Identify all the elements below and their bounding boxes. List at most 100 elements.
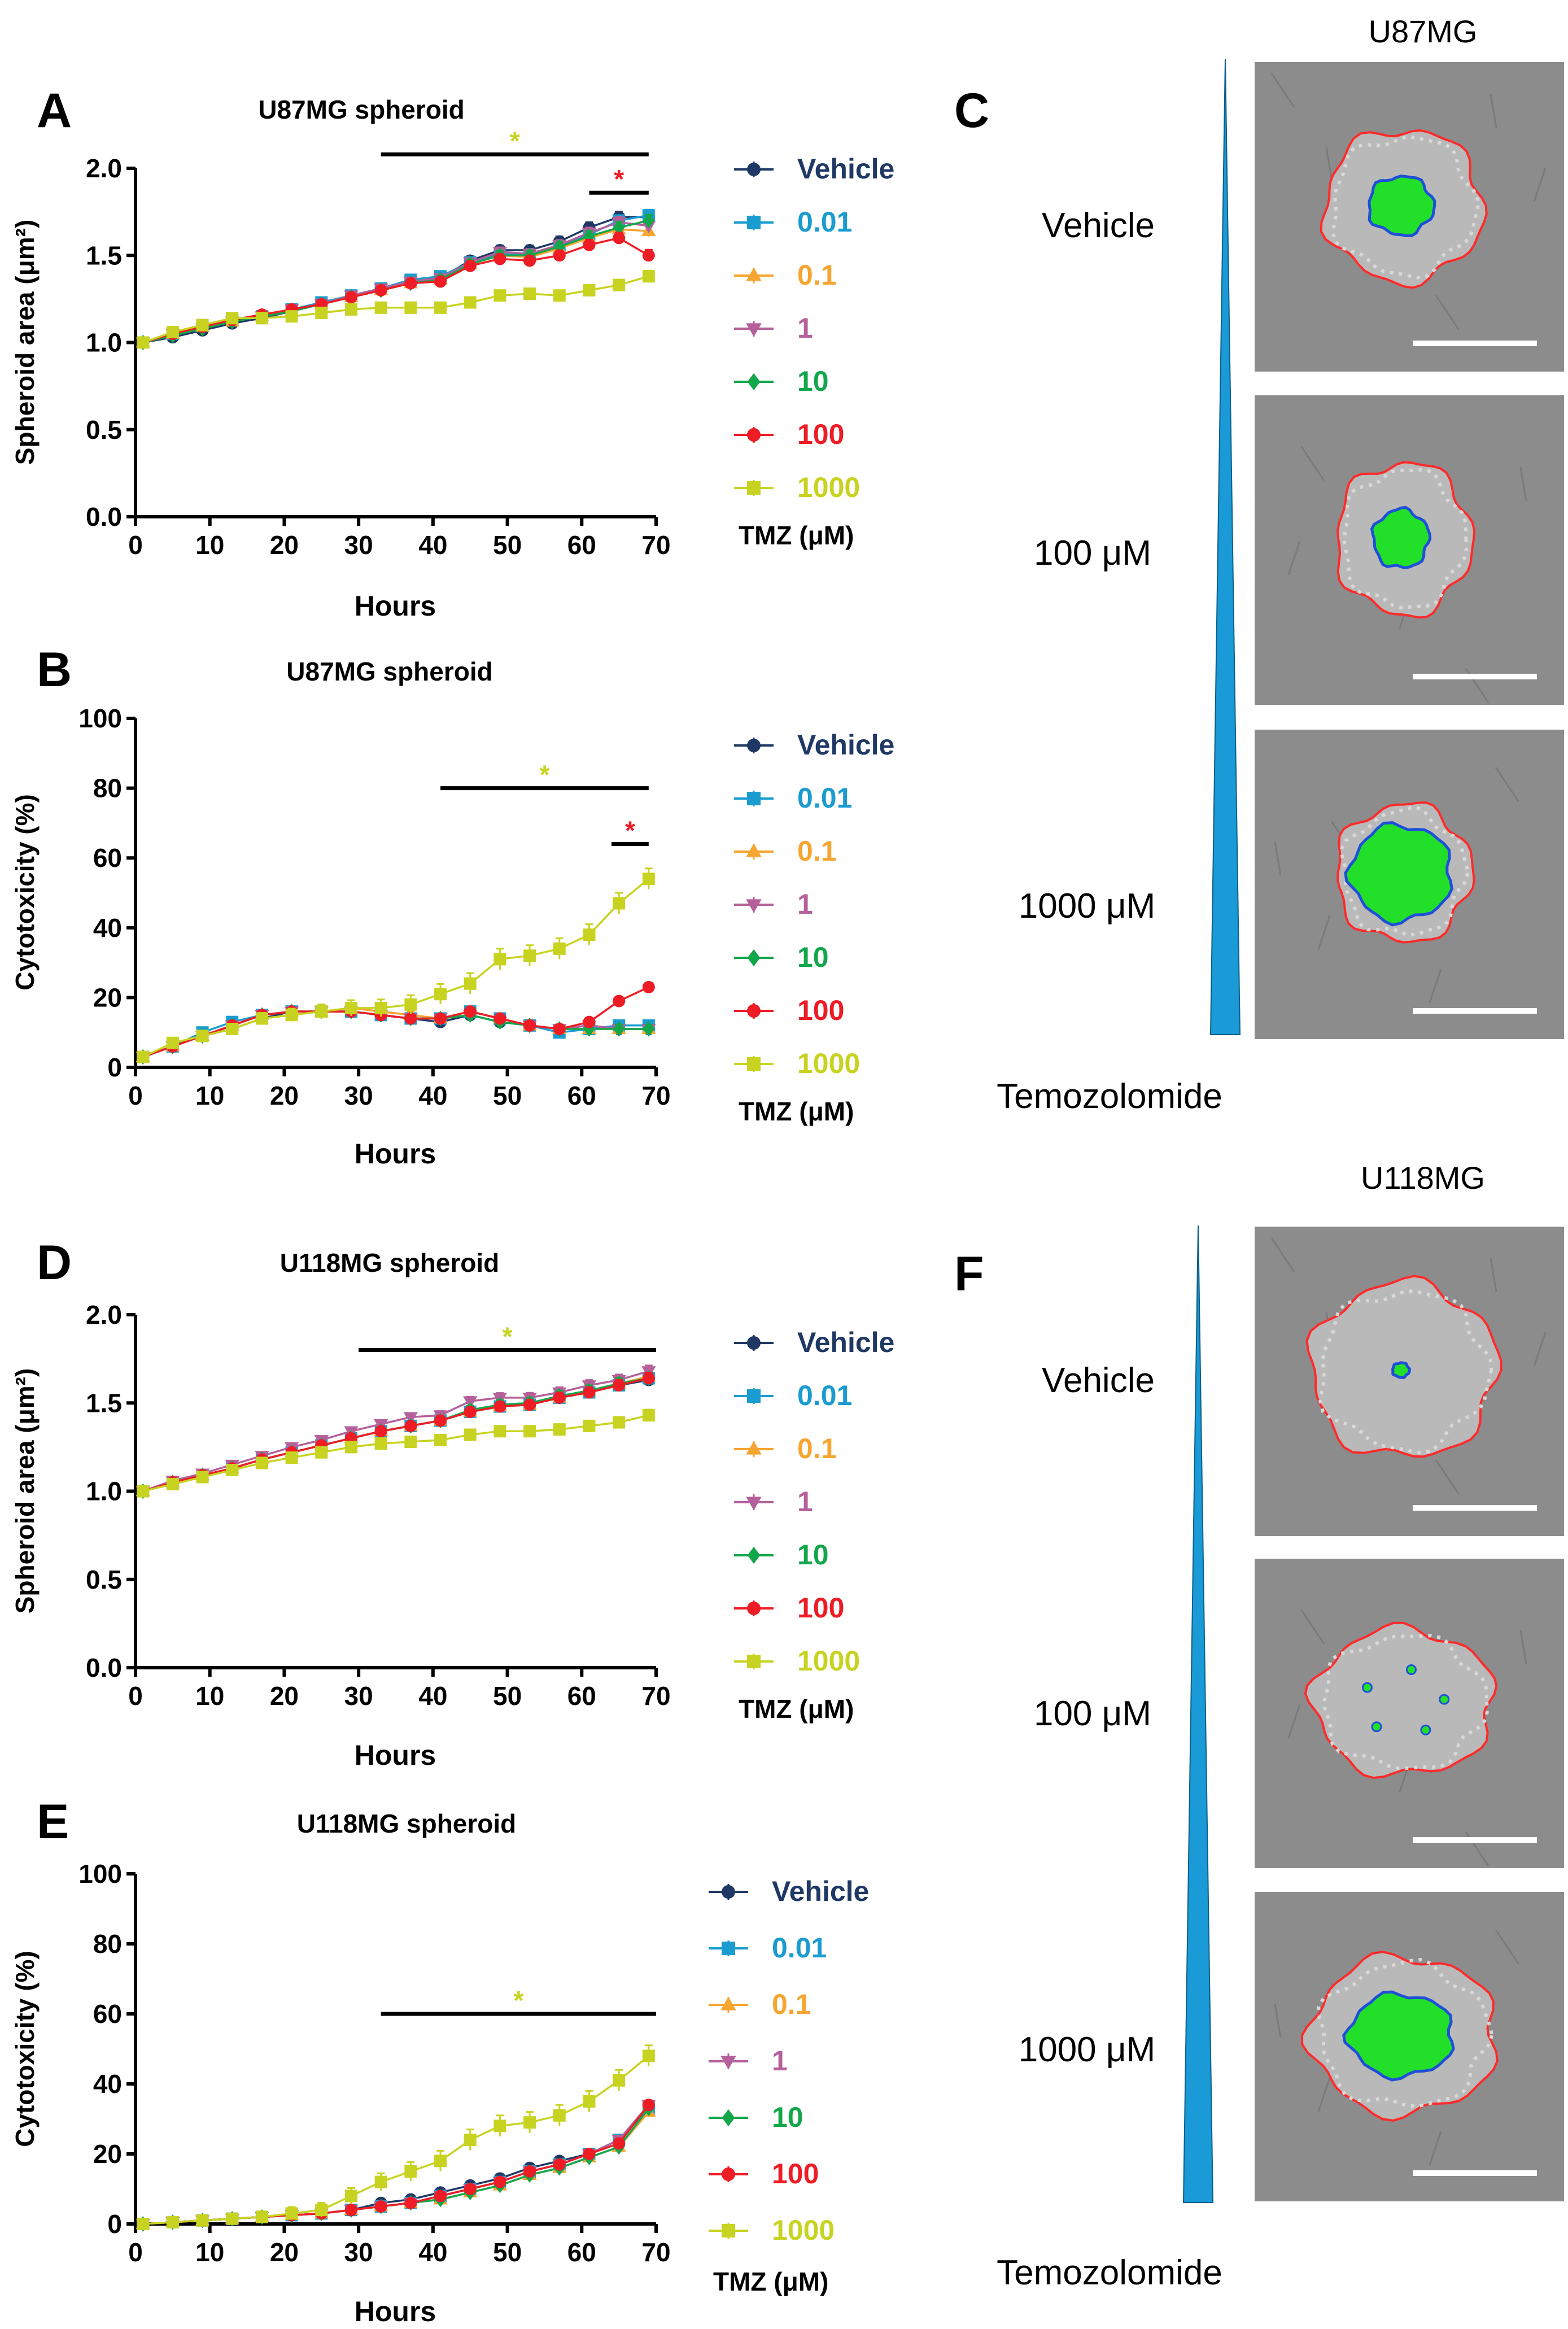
legend-label: Vehicle bbox=[797, 153, 894, 185]
data-point bbox=[404, 301, 417, 314]
legend-marker bbox=[722, 1885, 735, 1899]
data-point bbox=[344, 2190, 357, 2202]
data-point bbox=[404, 1419, 417, 1432]
drug-label: Temozolomide bbox=[997, 2253, 1222, 2292]
series-line bbox=[143, 2104, 650, 2225]
legend-marker bbox=[747, 739, 761, 752]
x-tick-label: 20 bbox=[270, 530, 299, 560]
data-point bbox=[196, 1030, 209, 1043]
legend: Vehicle 0.01 0.1 1 10 100 1000 TMZ (μM) bbox=[734, 1327, 894, 1724]
y-tick-label: 60 bbox=[93, 1999, 122, 2029]
data-point bbox=[434, 1433, 447, 1446]
data-point bbox=[613, 232, 626, 245]
data-point bbox=[374, 284, 387, 296]
significance-star: * bbox=[510, 126, 520, 155]
series-line bbox=[143, 2108, 650, 2225]
data-point bbox=[642, 1409, 655, 1422]
data-point bbox=[523, 949, 536, 962]
legend-marker bbox=[722, 2167, 735, 2181]
data-point bbox=[344, 1441, 357, 1454]
legend-marker bbox=[746, 1497, 762, 1511]
legend-label: 10 bbox=[797, 1539, 829, 1571]
data-point bbox=[285, 2207, 298, 2220]
chart-title: U118MG spheroid bbox=[297, 1809, 517, 1838]
series-1 bbox=[136, 1006, 656, 1065]
y-axis-label: Cytotoxicity (%) bbox=[10, 1951, 40, 2147]
texture-streak bbox=[1270, 1237, 1295, 1272]
data-point bbox=[523, 254, 536, 267]
x-axis-label: Hours bbox=[355, 590, 436, 622]
texture-streak bbox=[1435, 1459, 1460, 1494]
x-tick-label: 0 bbox=[128, 1681, 143, 1711]
y-tick-label: 80 bbox=[93, 774, 122, 803]
series-line bbox=[142, 1379, 649, 1493]
data-point bbox=[404, 1436, 417, 1448]
green-fluorescence-spot bbox=[1420, 1724, 1431, 1735]
y-tick-label: 20 bbox=[93, 2139, 122, 2169]
series-10 bbox=[137, 1370, 655, 1499]
series-100 bbox=[137, 1371, 655, 1498]
data-point bbox=[523, 1019, 536, 1032]
legend-label: 10 bbox=[772, 2101, 803, 2133]
x-tick-label: 20 bbox=[270, 1081, 299, 1110]
legend-marker bbox=[747, 1655, 761, 1668]
panel-letter: B bbox=[37, 643, 72, 697]
data-point bbox=[643, 212, 655, 229]
data-point bbox=[464, 1005, 477, 1018]
data-point bbox=[553, 249, 566, 262]
legend-label: 100 bbox=[797, 995, 844, 1026]
green-fluorescence-region bbox=[1368, 175, 1436, 237]
legend-title: TMZ (μM) bbox=[713, 2267, 828, 2296]
legend: Vehicle 0.01 0.1 1 10 100 1000 TMZ (μM) bbox=[709, 1876, 869, 2296]
data-point bbox=[196, 319, 209, 332]
green-fluorescence-spot bbox=[1405, 1664, 1417, 1676]
data-point bbox=[404, 2165, 417, 2178]
panel-letter: D bbox=[37, 1236, 72, 1290]
legend-label: 0.01 bbox=[797, 1380, 852, 1411]
spheroid-texture bbox=[1317, 1958, 1494, 2108]
y-tick-label: 60 bbox=[93, 843, 122, 873]
data-point bbox=[434, 275, 447, 288]
data-point bbox=[493, 2175, 506, 2188]
data-point bbox=[434, 1012, 447, 1025]
data-point bbox=[523, 287, 536, 300]
legend-label: 0.1 bbox=[772, 1988, 811, 2020]
x-tick-label: 50 bbox=[493, 2238, 522, 2267]
y-tick-label: 100 bbox=[78, 1859, 122, 1889]
legend-label: 100 bbox=[797, 1592, 844, 1624]
data-point bbox=[553, 2158, 566, 2171]
dose-label: 100 μM bbox=[1034, 1694, 1151, 1733]
texture-streak bbox=[1495, 1929, 1519, 1964]
data-point bbox=[642, 1372, 655, 1385]
data-point bbox=[255, 1456, 268, 1469]
data-point bbox=[285, 310, 298, 323]
data-point bbox=[583, 1386, 596, 1399]
data-point bbox=[137, 1485, 150, 1498]
green-fluorescence-region bbox=[1391, 1361, 1411, 1379]
data-point bbox=[642, 249, 655, 262]
green-fluorescence-spot bbox=[1361, 1682, 1373, 1693]
series-1000 bbox=[137, 269, 655, 349]
data-point bbox=[613, 278, 626, 291]
legend-label: 100 bbox=[797, 418, 844, 450]
y-tick-label: 1.0 bbox=[86, 1477, 122, 1506]
series-0-01 bbox=[137, 1371, 655, 1498]
series-line bbox=[142, 1414, 649, 1493]
microscopy-image bbox=[1255, 730, 1564, 1039]
legend-marker bbox=[747, 1057, 761, 1071]
y-tick-label: 0 bbox=[107, 1053, 122, 1082]
legend-label: 1 bbox=[797, 312, 813, 344]
data-point bbox=[613, 2074, 626, 2087]
data-point bbox=[166, 1036, 179, 1049]
data-point bbox=[583, 1419, 596, 1432]
data-point bbox=[434, 301, 447, 314]
data-point bbox=[523, 2165, 536, 2178]
data-point bbox=[642, 980, 655, 993]
dose-label: 100 μM bbox=[1034, 534, 1151, 573]
data-point bbox=[613, 897, 626, 910]
series-line bbox=[142, 1377, 649, 1493]
data-point bbox=[553, 1423, 566, 1436]
